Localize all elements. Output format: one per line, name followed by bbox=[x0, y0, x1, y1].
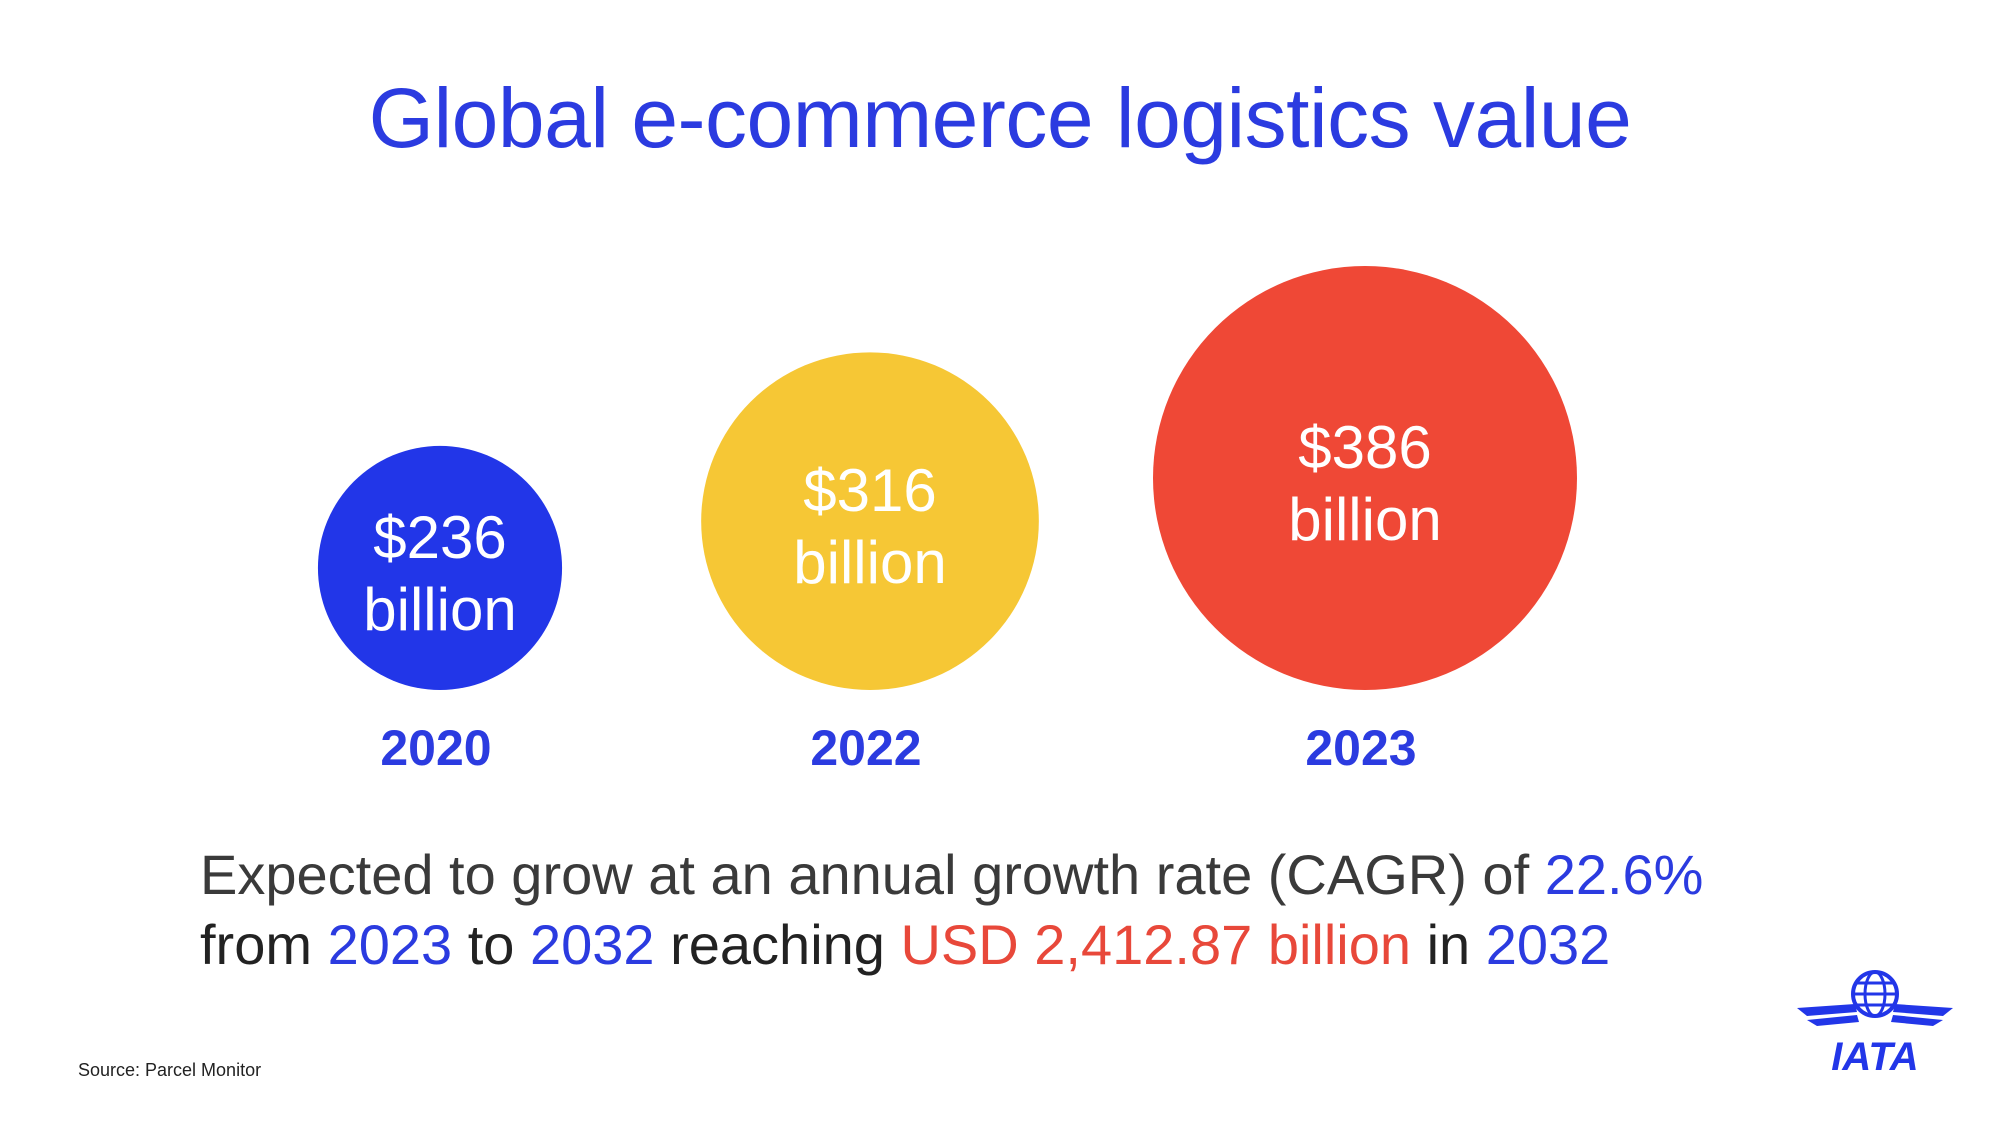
summary-reaching: reaching bbox=[654, 913, 901, 976]
svg-text:IATA: IATA bbox=[1831, 1035, 1918, 1075]
bubble-2020 bbox=[317, 445, 563, 690]
bubble-unit-2020: billion bbox=[363, 576, 516, 643]
bubble-2023 bbox=[1153, 266, 1577, 690]
bubble-unit-2022: billion bbox=[793, 529, 946, 596]
summary-line-1: Expected to grow at an annual growth rat… bbox=[200, 840, 1900, 910]
year-label-2022: 2022 bbox=[810, 720, 921, 776]
target-value: USD 2,412.87 billion bbox=[900, 913, 1412, 976]
summary-line-2: from 2023 to 2032 reaching USD 2,412.87 … bbox=[200, 910, 1900, 980]
cagr-value: 22.6% bbox=[1544, 843, 1704, 906]
bubble-unit-2023: billion bbox=[1288, 486, 1441, 553]
summary-text: Expected to grow at an annual growth rat… bbox=[200, 843, 1545, 906]
summary-from: from bbox=[200, 913, 328, 976]
iata-logo-icon: IATA bbox=[1797, 970, 1953, 1075]
bubble-value-2022: $316 bbox=[803, 457, 936, 524]
bubble-chart: $236billion2020$316billion2022$386billio… bbox=[317, 266, 1577, 776]
bubble-2022 bbox=[701, 352, 1039, 690]
start-year: 2023 bbox=[327, 913, 453, 976]
source-note: Source: Parcel Monitor bbox=[78, 1060, 262, 1080]
bubble-value-2023: $386 bbox=[1298, 414, 1431, 481]
target-year: 2032 bbox=[1485, 913, 1611, 976]
bubble-value-2020: $236 bbox=[373, 504, 506, 571]
year-label-2023: 2023 bbox=[1305, 720, 1416, 776]
summary-in: in bbox=[1411, 913, 1486, 976]
growth-summary: Expected to grow at an annual growth rat… bbox=[200, 840, 1900, 980]
chart-title: Global e-commerce logistics value bbox=[368, 71, 1632, 165]
year-label-2020: 2020 bbox=[380, 720, 491, 776]
end-year: 2032 bbox=[529, 913, 655, 976]
summary-to: to bbox=[452, 913, 530, 976]
